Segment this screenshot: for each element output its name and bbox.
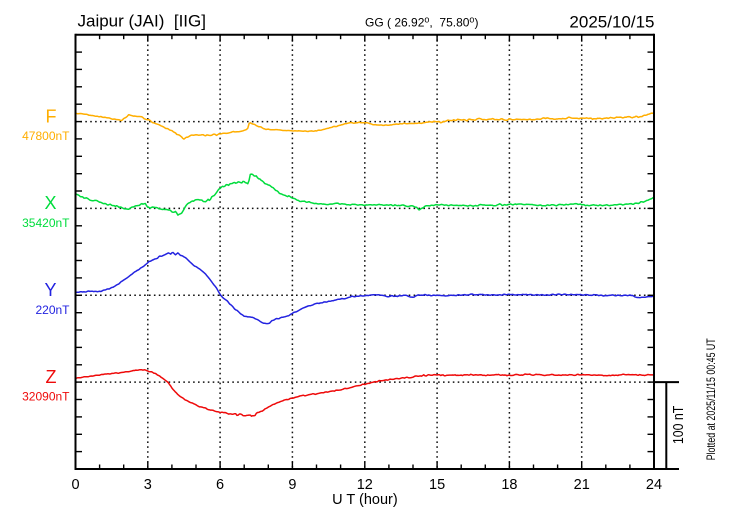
- svg-text:Z: Z: [46, 367, 57, 387]
- svg-text:Jaipur (JAI) [IIG]: Jaipur (JAI) [IIG]: [78, 12, 206, 31]
- svg-text:9: 9: [288, 477, 296, 493]
- svg-text:18: 18: [501, 477, 517, 493]
- svg-text:21: 21: [574, 477, 590, 493]
- svg-text:3: 3: [144, 477, 152, 493]
- svg-text:U T (hour): U T (hour): [332, 492, 398, 508]
- svg-text:F: F: [46, 106, 57, 126]
- svg-text:35420nT: 35420nT: [22, 216, 70, 230]
- svg-text:2025/10/15: 2025/10/15: [569, 13, 654, 32]
- svg-text:100 nT: 100 nT: [670, 406, 687, 445]
- svg-text:Y: Y: [44, 280, 56, 300]
- svg-text:12: 12: [357, 477, 373, 493]
- svg-text:X: X: [44, 193, 56, 213]
- svg-text:24: 24: [646, 477, 662, 493]
- svg-text:GG ( 26.92o, 75.80o): GG ( 26.92o, 75.80o): [365, 15, 478, 30]
- svg-text:47800nT: 47800nT: [22, 129, 70, 143]
- svg-text:15: 15: [429, 477, 445, 493]
- svg-text:6: 6: [216, 477, 224, 493]
- svg-text:0: 0: [71, 477, 79, 493]
- svg-text:220nT: 220nT: [35, 303, 70, 317]
- svg-text:Plotted at 2025/11/15 00:45 UT: Plotted at 2025/11/15 00:45 UT: [704, 338, 718, 460]
- svg-text:32090nT: 32090nT: [22, 390, 70, 404]
